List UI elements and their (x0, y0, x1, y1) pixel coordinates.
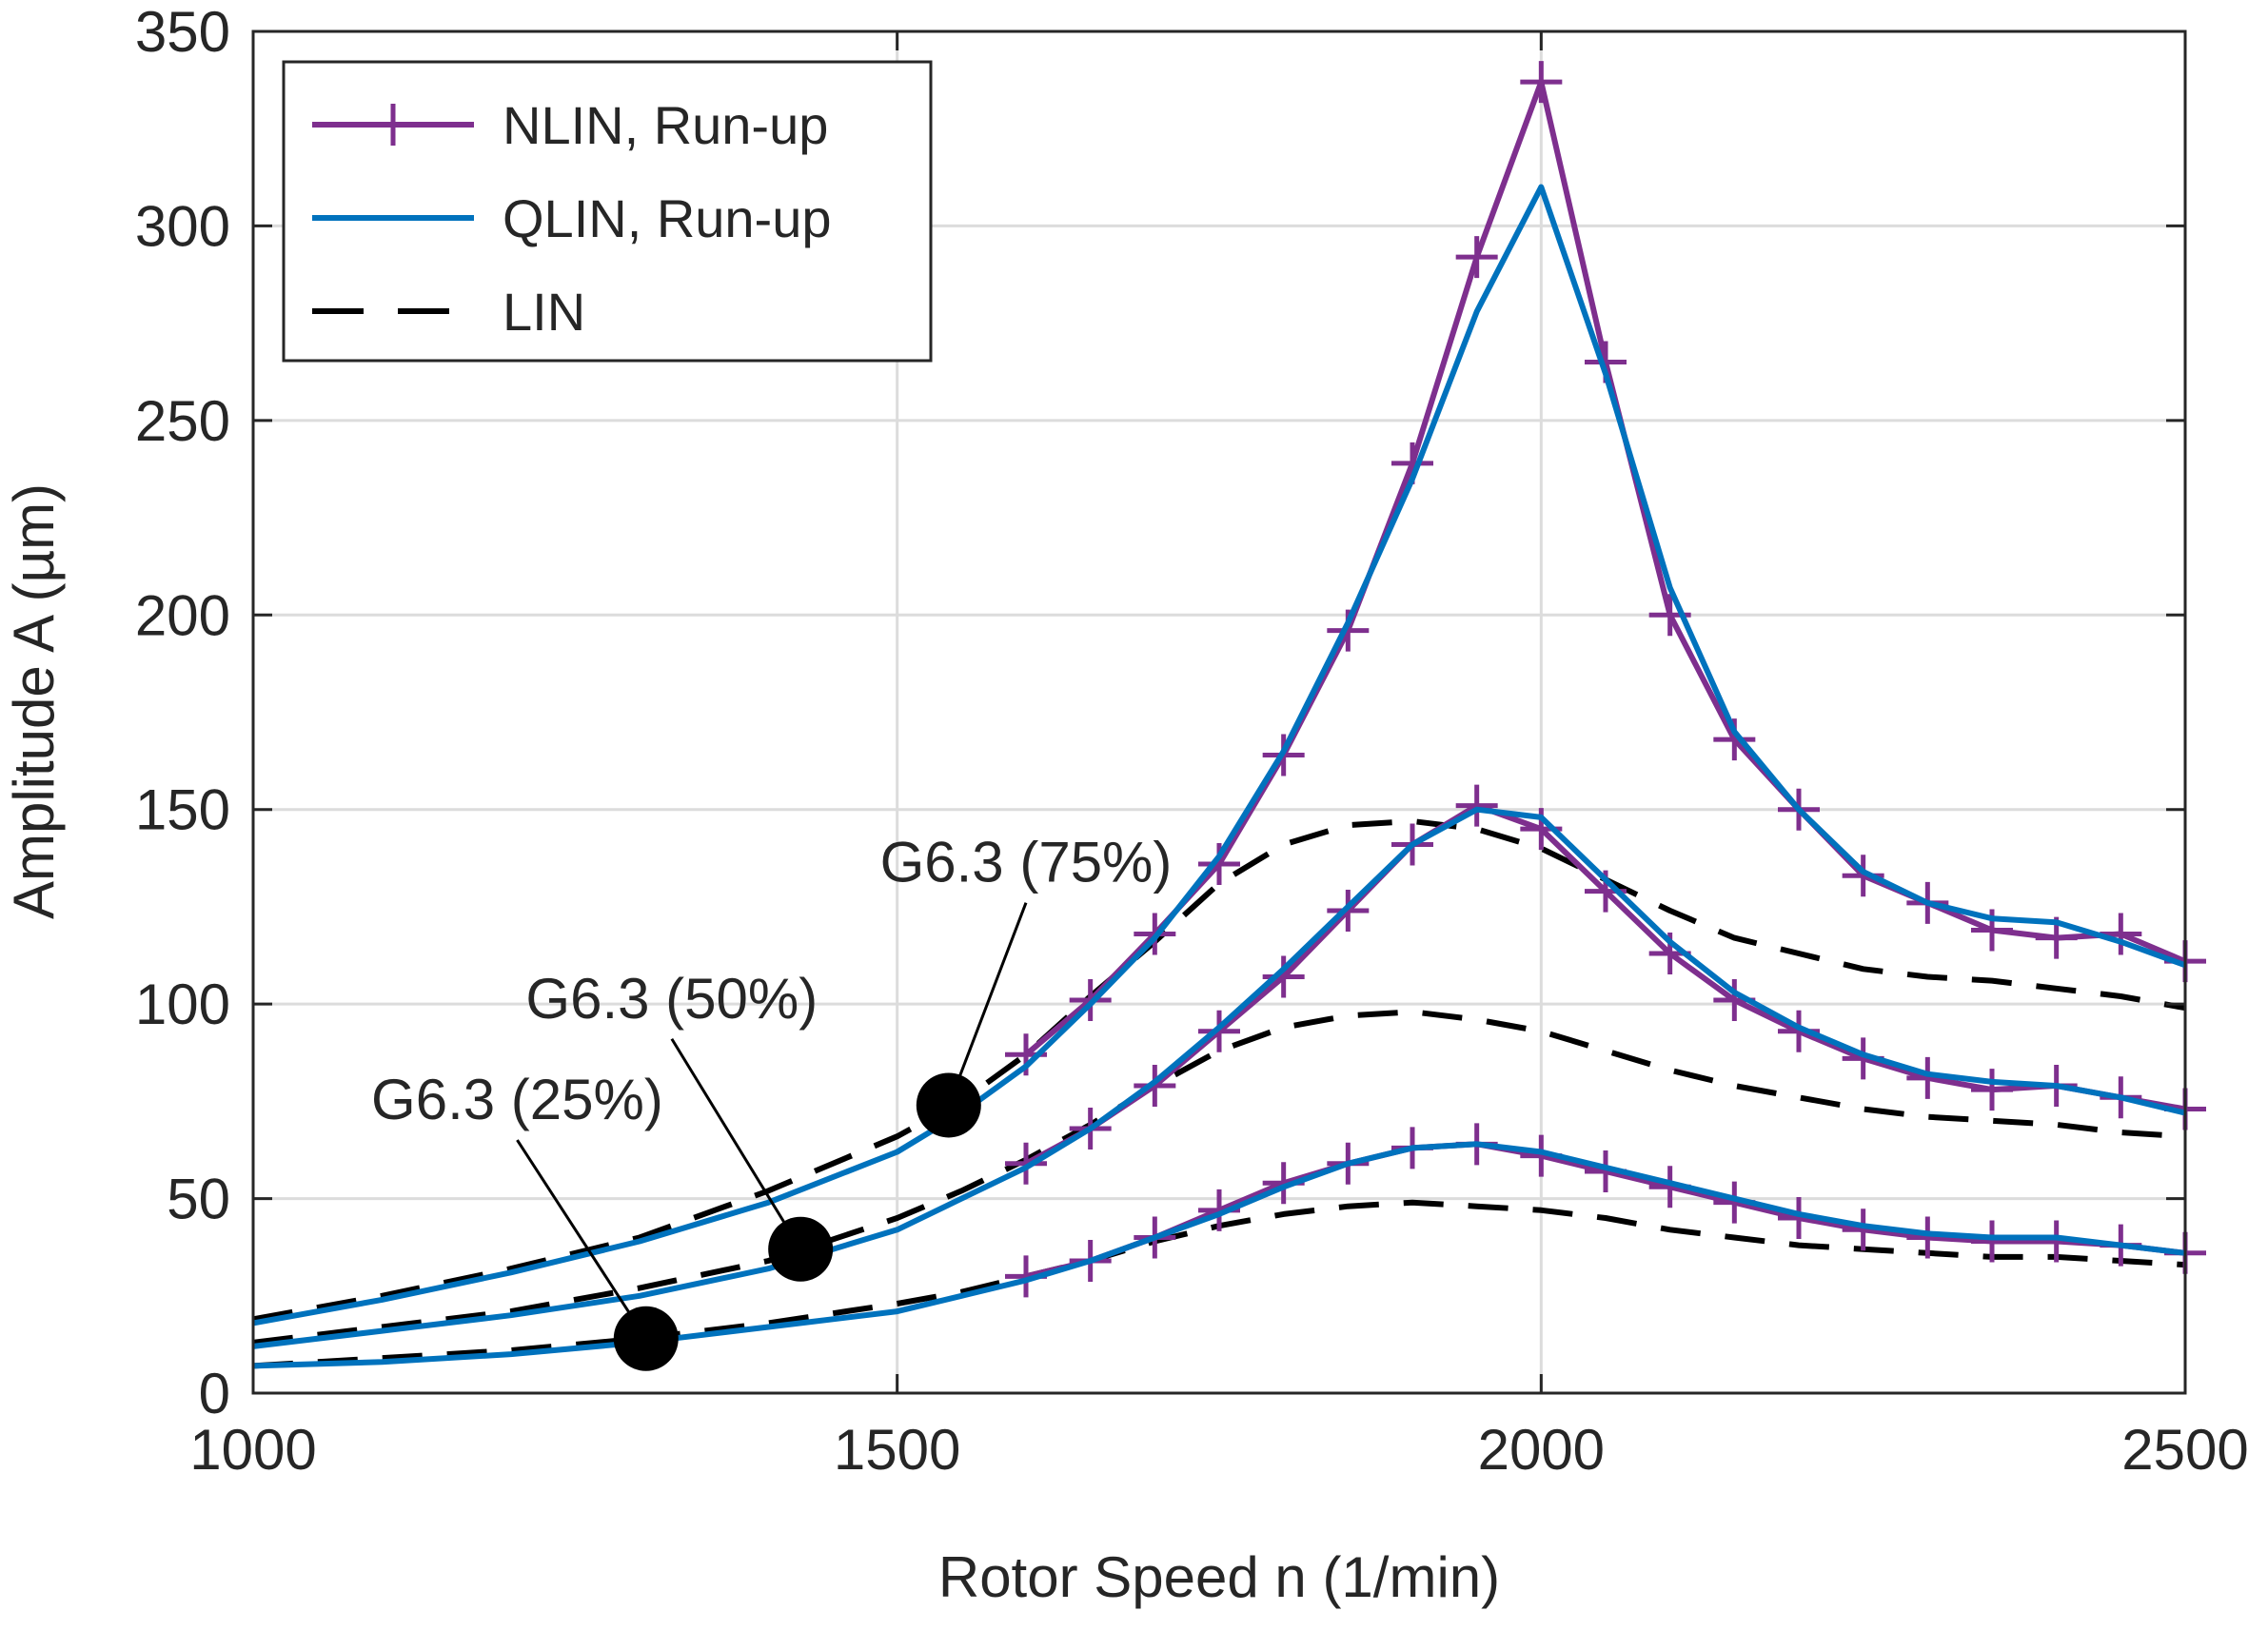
data-point-nlin-g6375 (1520, 61, 1563, 104)
x-axis-label: Rotor Speed n (1/min) (938, 1545, 1500, 1609)
series-layer (252, 61, 2206, 1369)
y-tick-label: 350 (135, 0, 230, 64)
axis-ticks: 1000 1500 2000 2500 0 50 100 150 200 250 300 350 (135, 0, 2249, 1482)
legend-marker (372, 104, 414, 146)
legend-label: LIN (503, 282, 585, 342)
data-point-nlin-g6375 (1198, 842, 1240, 885)
legend-entry-qlin: QLIN, Run-up (312, 188, 832, 248)
annotation-label: G6.3 (50%) (525, 967, 818, 1031)
data-point-nlin-g6350 (1971, 1069, 2013, 1111)
x-tick-label: 2000 (1478, 1418, 1605, 1482)
y-tick-label: 50 (167, 1168, 230, 1231)
annotation-arrow (516, 1139, 648, 1340)
annotation-arrow (947, 902, 1028, 1106)
y-tick-label: 200 (135, 583, 230, 647)
data-point-nlin-g6375 (1455, 236, 1498, 279)
y-tick-label: 100 (135, 973, 230, 1036)
annotations: G6.3 (75%) G6.3 (50%) G6.3 (25%) (371, 831, 1172, 1371)
series-line-qlin-g6375 (252, 184, 2187, 1326)
annotation-arrow (670, 1037, 802, 1250)
legend-label: QLIN, Run-up (503, 188, 832, 248)
data-point-nlin-g6350 (1134, 1065, 1176, 1108)
data-point-nlin-g6350 (1455, 784, 1498, 827)
y-tick-label: 150 (135, 778, 230, 842)
x-tick-label: 1000 (189, 1418, 316, 1482)
y-tick-label: 300 (135, 194, 230, 258)
x-tick-label: 2500 (2121, 1418, 2248, 1482)
annotation-label: G6.3 (75%) (880, 831, 1173, 894)
y-axis-label: Amplitude A (µm) (2, 483, 66, 919)
series-line-lin-g6325 (252, 1199, 2186, 1369)
data-point-nlin-g6325 (1971, 1220, 2013, 1263)
legend-entry-lin: LIN (312, 282, 585, 342)
data-point-nlin-g6325 (1906, 1216, 1949, 1259)
plot-frame (251, 29, 2187, 1395)
data-point-nlin-g6350 (1198, 1010, 1240, 1052)
series-line-qlin-g6325 (252, 1141, 2186, 1369)
annotation-marker (916, 1072, 981, 1138)
legend-label: NLIN, Run-up (503, 95, 828, 155)
data-point-nlin-g6375 (2100, 913, 2142, 955)
legend: NLIN, Run-up QLIN, Run-up LIN (282, 60, 933, 363)
annotation-label: G6.3 (25%) (371, 1068, 663, 1131)
annotation-marker (768, 1216, 834, 1282)
y-tick-label: 0 (199, 1362, 230, 1425)
legend-entry-nlin: NLIN, Run-up (312, 95, 828, 155)
series-line-lin-g6375 (252, 818, 2186, 1323)
grid (251, 29, 2187, 1395)
x-tick-label: 1500 (834, 1418, 960, 1482)
data-point-nlin-g6350 (1262, 955, 1305, 998)
data-point-nlin-g6350 (1005, 1142, 1047, 1185)
y-tick-label: 250 (135, 389, 230, 453)
annotation-marker (613, 1306, 679, 1371)
